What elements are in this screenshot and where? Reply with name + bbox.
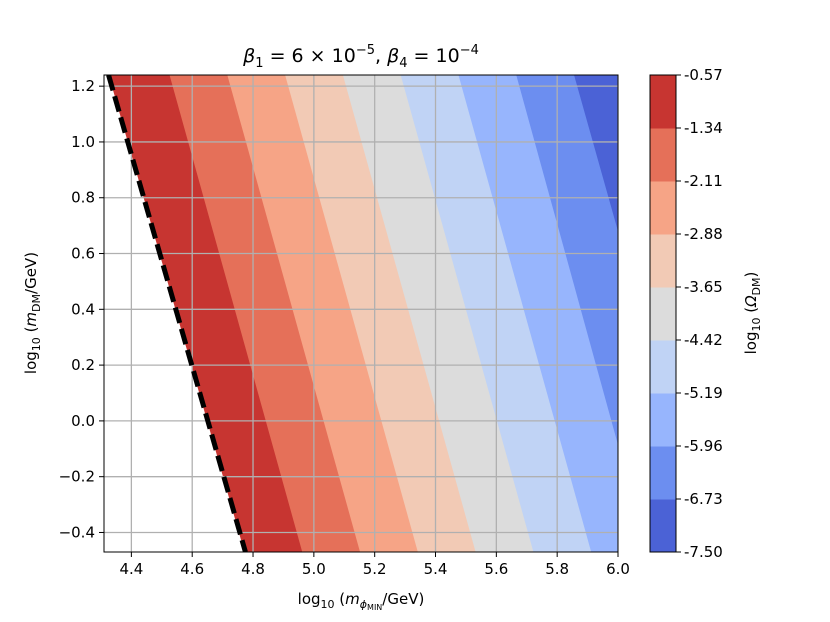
x-tick-label: 5.2 [363, 560, 387, 578]
boundary-dashed-line [106, 75, 248, 552]
colorbar-tick-label: -2.11 [684, 172, 723, 190]
colorbar-segment [650, 393, 676, 447]
colorbar-tick-label: -2.88 [684, 225, 723, 243]
colorbar-tick-label: -6.73 [684, 490, 723, 508]
contour-band [169, 75, 361, 552]
y-tick-label: 0.0 [71, 412, 95, 430]
y-axis-label: log10 (mDM/GeV) [22, 252, 43, 374]
contour-band [458, 75, 618, 552]
chart-title: β1 = 6 × 10−5, β4 = 10−4 [242, 43, 479, 71]
contour-band [342, 75, 535, 552]
x-tick-label: 5.8 [545, 560, 569, 578]
contour-band [516, 75, 618, 445]
grid-lines [104, 75, 618, 552]
y-axis-ticks: −0.4 −0.2 0.0 0.2 0.4 0.6 0.8 1.0 1.2 [59, 77, 104, 541]
colorbar-tick-label: -5.19 [684, 384, 723, 402]
y-tick-label: 1.2 [71, 77, 95, 95]
plot-frame [103, 74, 619, 553]
colorbar-tick-label: -0.57 [684, 66, 723, 84]
contour-band [574, 75, 618, 232]
x-tick-label: 4.8 [241, 560, 265, 578]
colorbar-segment [650, 181, 676, 235]
y-tick-label: 0.8 [71, 189, 95, 207]
colorbar-segment [650, 446, 676, 500]
colorbar-tick-label: -5.96 [684, 437, 723, 455]
colorbar-tick-label: -1.34 [684, 119, 723, 137]
colorbar-segment [650, 234, 676, 288]
x-axis-label: log10 (mϕMIN/GeV) [298, 590, 425, 612]
x-tick-label: 5.4 [424, 560, 448, 578]
x-tick-label: 6.0 [606, 560, 630, 578]
colorbar [650, 75, 676, 553]
contour-band [227, 75, 419, 552]
x-tick-label: 4.6 [180, 560, 204, 578]
colorbar-segment [650, 287, 676, 341]
x-tick-label: 5.0 [302, 560, 326, 578]
y-tick-label: 0.6 [71, 245, 95, 263]
x-tick-label: 4.4 [119, 560, 143, 578]
colorbar-tick-label: -7.50 [684, 543, 723, 561]
y-tick-label: 0.2 [71, 356, 95, 374]
colorbar-segment [650, 128, 676, 182]
colorbar-segment [650, 75, 676, 129]
y-tick-label: 1.0 [71, 133, 95, 151]
y-tick-label: −0.2 [59, 468, 95, 486]
y-tick-label: 0.4 [71, 300, 95, 318]
x-tick-label: 5.6 [484, 560, 508, 578]
colorbar-segment [650, 340, 676, 394]
colorbar-tick-label: -4.42 [684, 331, 723, 349]
colorbar-ticks: -7.50 -6.73 -5.96 -5.19 -4.42 -3.65 -2.88 -2.11… [676, 66, 723, 561]
colorbar-label: log10 (ΩDM) [742, 272, 763, 355]
colorbar-tick-label: -3.65 [684, 278, 723, 296]
y-tick-label: −0.4 [59, 523, 95, 541]
colorbar-segment [650, 499, 676, 553]
colorbar-frame [649, 74, 677, 553]
x-axis-ticks: 4.4 4.6 4.8 5.0 5.2 5.4 5.6 5.8 6.0 [119, 552, 630, 578]
